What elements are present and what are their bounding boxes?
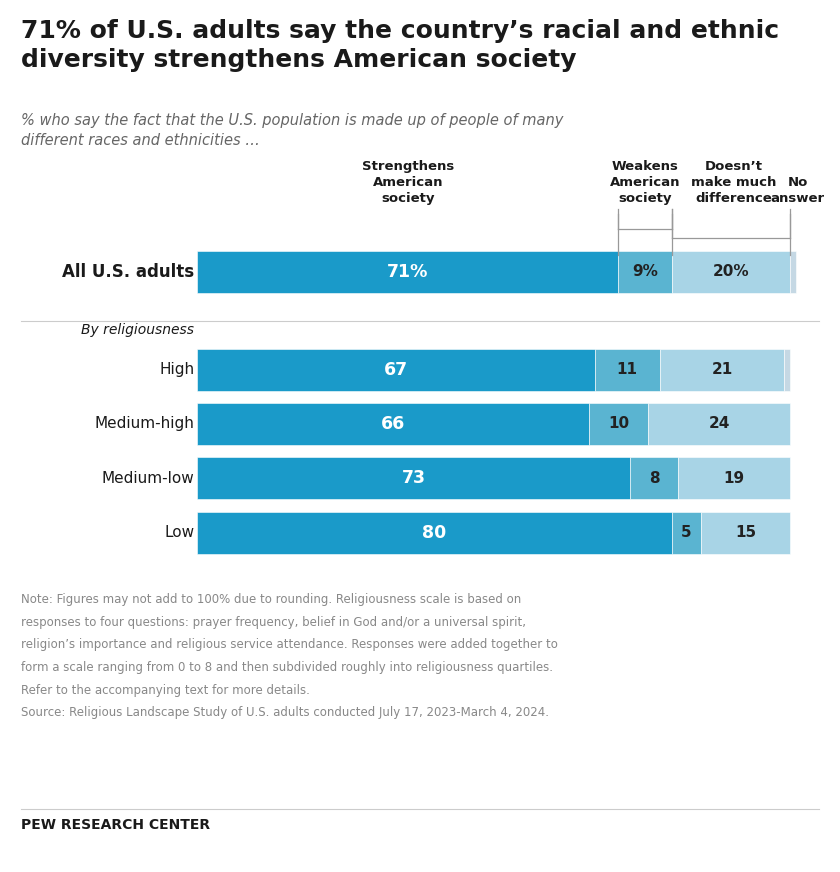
- Text: 24: 24: [708, 417, 730, 432]
- Text: High: High: [160, 362, 194, 377]
- Text: 67: 67: [384, 360, 408, 378]
- Text: Weakens
American
society: Weakens American society: [610, 160, 680, 205]
- Bar: [197, 349, 595, 391]
- Bar: [197, 512, 672, 554]
- Text: religion’s importance and religious service attendance. Responses were added tog: religion’s importance and religious serv…: [21, 638, 558, 651]
- Bar: [595, 349, 660, 391]
- Text: Source: Religious Landscape Study of U.S. adults conducted July 17, 2023-March 4: Source: Religious Landscape Study of U.S…: [21, 706, 549, 719]
- Bar: [589, 403, 648, 445]
- Text: 11: 11: [617, 362, 638, 377]
- Text: Refer to the accompanying text for more details.: Refer to the accompanying text for more …: [21, 684, 310, 697]
- Text: 20%: 20%: [712, 264, 749, 279]
- Text: 19: 19: [723, 471, 744, 486]
- Text: Doesn’t
make much
difference: Doesn’t make much difference: [691, 160, 777, 205]
- Bar: [672, 512, 701, 554]
- Text: 5: 5: [681, 525, 692, 541]
- Text: form a scale ranging from 0 to 8 and then subdivided roughly into religiousness : form a scale ranging from 0 to 8 and the…: [21, 661, 553, 674]
- Text: No
answer: No answer: [771, 176, 825, 205]
- Text: 15: 15: [735, 525, 757, 541]
- Text: 8: 8: [648, 471, 659, 486]
- Text: PEW RESEARCH CENTER: PEW RESEARCH CENTER: [21, 818, 210, 832]
- Text: 10: 10: [608, 417, 629, 432]
- Bar: [660, 349, 785, 391]
- Text: Strengthens
American
society: Strengthens American society: [362, 160, 454, 205]
- Bar: [618, 250, 672, 293]
- Text: Low: Low: [165, 525, 194, 541]
- Bar: [785, 349, 790, 391]
- Text: Note: Figures may not add to 100% due to rounding. Religiousness scale is based : Note: Figures may not add to 100% due to…: [21, 593, 522, 606]
- Bar: [678, 457, 790, 500]
- Text: responses to four questions: prayer frequency, belief in God and/or a universal : responses to four questions: prayer freq…: [21, 616, 526, 629]
- Text: Medium-low: Medium-low: [102, 471, 194, 486]
- Bar: [648, 403, 790, 445]
- Text: By religiousness: By religiousness: [81, 323, 194, 337]
- Bar: [197, 250, 618, 293]
- Text: 73: 73: [402, 469, 426, 487]
- Bar: [197, 457, 630, 500]
- Text: 71%: 71%: [387, 262, 428, 281]
- Text: All U.S. adults: All U.S. adults: [62, 262, 194, 281]
- Text: 80: 80: [423, 524, 447, 542]
- Text: 71% of U.S. adults say the country’s racial and ethnic
diversity strengthens Ame: 71% of U.S. adults say the country’s rac…: [21, 19, 780, 72]
- Bar: [197, 403, 589, 445]
- Bar: [790, 250, 796, 293]
- Text: 21: 21: [711, 362, 732, 377]
- Bar: [630, 457, 678, 500]
- Text: Medium-high: Medium-high: [95, 417, 194, 432]
- Bar: [701, 512, 790, 554]
- Text: 66: 66: [381, 415, 405, 433]
- Bar: [672, 250, 790, 293]
- Text: % who say the fact that the U.S. population is made up of people of many
differe: % who say the fact that the U.S. populat…: [21, 113, 564, 148]
- Text: 9%: 9%: [633, 264, 658, 279]
